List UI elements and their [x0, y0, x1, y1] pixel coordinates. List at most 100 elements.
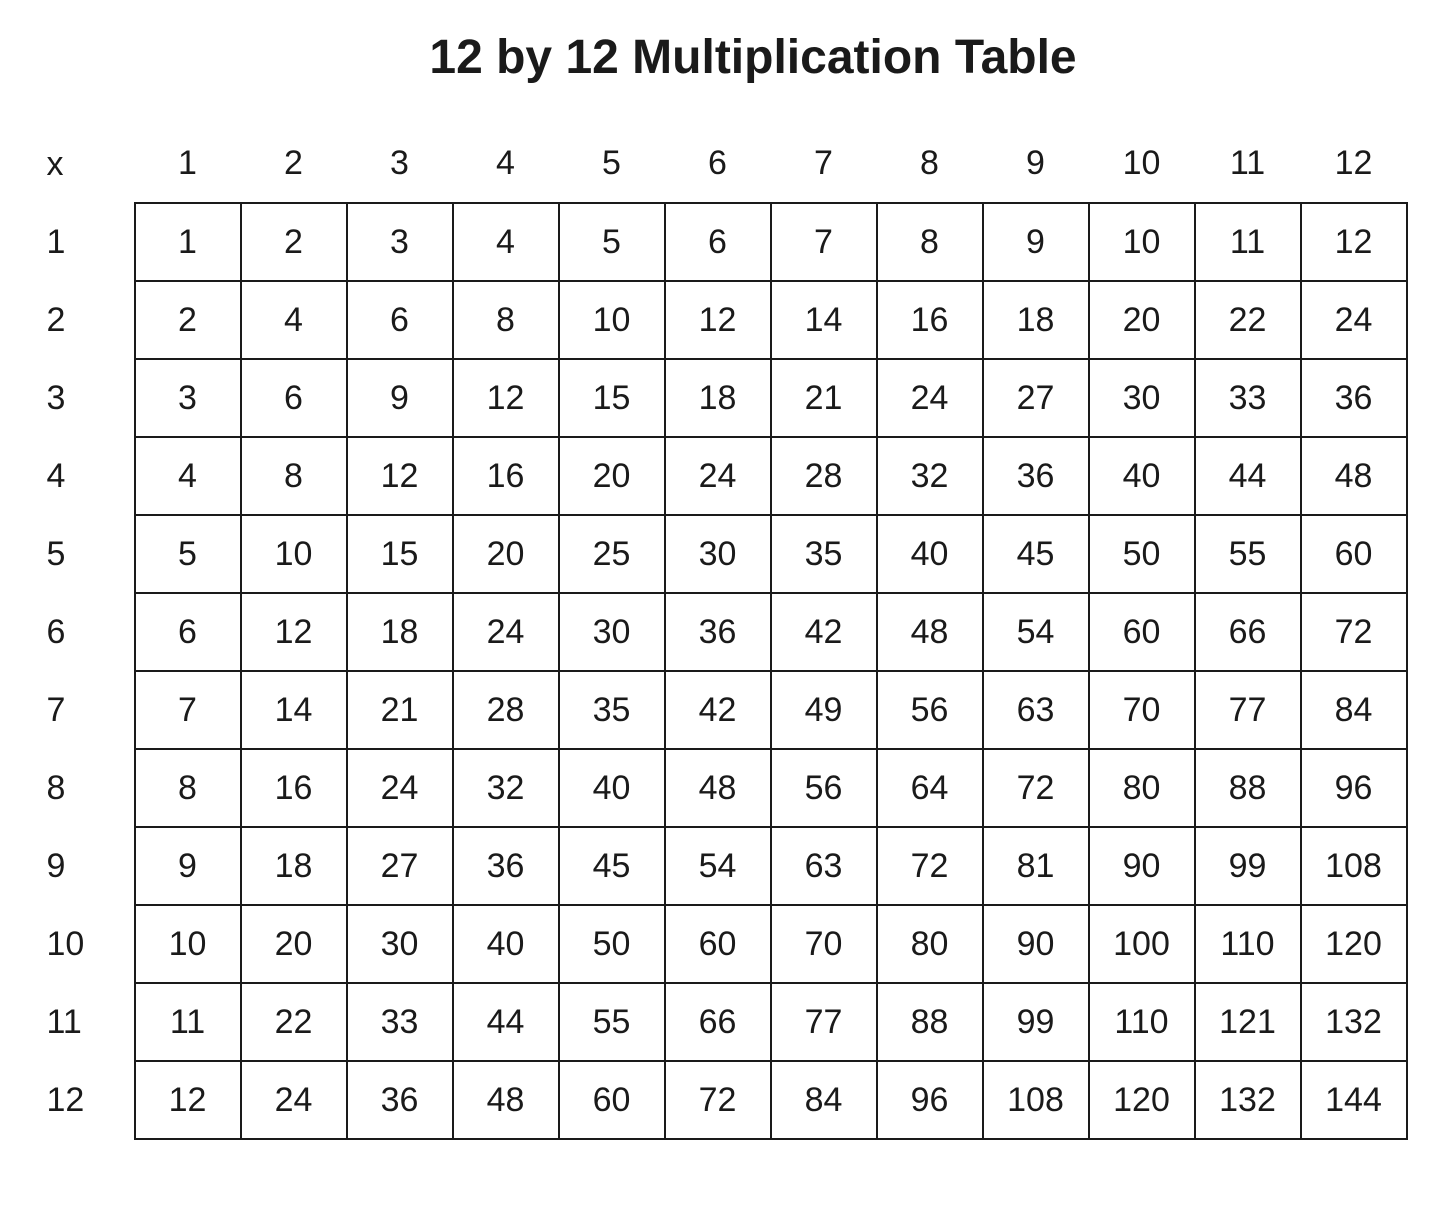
data-cell: 80 — [1089, 749, 1195, 827]
data-cell: 49 — [771, 671, 877, 749]
data-cell: 12 — [665, 281, 771, 359]
data-cell: 40 — [453, 905, 559, 983]
table-row: 1 1 2 3 4 5 6 7 8 9 10 11 12 — [29, 203, 1407, 281]
data-cell: 80 — [877, 905, 983, 983]
data-cell: 36 — [983, 437, 1089, 515]
data-cell: 14 — [771, 281, 877, 359]
table-row: 7 7 14 21 28 35 42 49 56 63 70 77 84 — [29, 671, 1407, 749]
data-cell: 24 — [1301, 281, 1407, 359]
data-cell: 10 — [135, 905, 241, 983]
data-cell: 54 — [665, 827, 771, 905]
data-cell: 36 — [347, 1061, 453, 1139]
data-cell: 36 — [665, 593, 771, 671]
data-cell: 70 — [1089, 671, 1195, 749]
col-header: 9 — [983, 125, 1089, 203]
data-cell: 27 — [347, 827, 453, 905]
data-cell: 28 — [771, 437, 877, 515]
row-header: 4 — [29, 437, 135, 515]
data-cell: 24 — [453, 593, 559, 671]
data-cell: 96 — [1301, 749, 1407, 827]
data-cell: 72 — [1301, 593, 1407, 671]
data-cell: 15 — [347, 515, 453, 593]
data-cell: 3 — [135, 359, 241, 437]
data-cell: 81 — [983, 827, 1089, 905]
table-row: 8 8 16 24 32 40 48 56 64 72 80 88 96 — [29, 749, 1407, 827]
corner-label: x — [29, 125, 135, 203]
data-cell: 44 — [453, 983, 559, 1061]
data-cell: 44 — [1195, 437, 1301, 515]
data-cell: 30 — [559, 593, 665, 671]
data-cell: 7 — [771, 203, 877, 281]
data-cell: 63 — [771, 827, 877, 905]
col-header: 8 — [877, 125, 983, 203]
data-cell: 108 — [983, 1061, 1089, 1139]
row-header: 2 — [29, 281, 135, 359]
data-cell: 6 — [135, 593, 241, 671]
data-cell: 8 — [877, 203, 983, 281]
data-cell: 63 — [983, 671, 1089, 749]
data-cell: 24 — [665, 437, 771, 515]
data-cell: 6 — [241, 359, 347, 437]
data-cell: 12 — [1301, 203, 1407, 281]
data-cell: 40 — [1089, 437, 1195, 515]
data-cell: 8 — [453, 281, 559, 359]
row-header: 5 — [29, 515, 135, 593]
data-cell: 66 — [665, 983, 771, 1061]
multiplication-table: x 1 2 3 4 5 6 7 8 9 10 11 12 1 1 2 3 — [29, 125, 1408, 1140]
data-cell: 20 — [1089, 281, 1195, 359]
data-cell: 60 — [559, 1061, 665, 1139]
data-cell: 18 — [347, 593, 453, 671]
data-cell: 60 — [1301, 515, 1407, 593]
data-cell: 60 — [1089, 593, 1195, 671]
data-cell: 20 — [453, 515, 559, 593]
col-header: 7 — [771, 125, 877, 203]
data-cell: 20 — [241, 905, 347, 983]
data-cell: 99 — [983, 983, 1089, 1061]
data-cell: 3 — [347, 203, 453, 281]
row-header: 6 — [29, 593, 135, 671]
data-cell: 88 — [877, 983, 983, 1061]
data-cell: 25 — [559, 515, 665, 593]
data-cell: 35 — [559, 671, 665, 749]
data-cell: 20 — [559, 437, 665, 515]
data-cell: 48 — [1301, 437, 1407, 515]
data-cell: 110 — [1089, 983, 1195, 1061]
data-cell: 42 — [771, 593, 877, 671]
data-cell: 10 — [559, 281, 665, 359]
data-cell: 33 — [1195, 359, 1301, 437]
data-cell: 12 — [135, 1061, 241, 1139]
data-cell: 15 — [559, 359, 665, 437]
data-cell: 40 — [877, 515, 983, 593]
table-row: 4 4 8 12 16 20 24 28 32 36 40 44 48 — [29, 437, 1407, 515]
data-cell: 55 — [559, 983, 665, 1061]
row-header: 10 — [29, 905, 135, 983]
data-cell: 121 — [1195, 983, 1301, 1061]
col-header: 10 — [1089, 125, 1195, 203]
data-cell: 21 — [771, 359, 877, 437]
col-header: 5 — [559, 125, 665, 203]
data-cell: 110 — [1195, 905, 1301, 983]
data-cell: 11 — [1195, 203, 1301, 281]
multiplication-table-container: 12 by 12 Multiplication Table x 1 2 3 4 … — [20, 30, 1416, 1140]
data-cell: 4 — [135, 437, 241, 515]
col-header: 6 — [665, 125, 771, 203]
data-cell: 35 — [771, 515, 877, 593]
data-cell: 1 — [135, 203, 241, 281]
col-header: 11 — [1195, 125, 1301, 203]
data-cell: 30 — [347, 905, 453, 983]
data-cell: 18 — [983, 281, 1089, 359]
data-cell: 4 — [241, 281, 347, 359]
table-row: 3 3 6 9 12 15 18 21 24 27 30 33 36 — [29, 359, 1407, 437]
data-cell: 24 — [241, 1061, 347, 1139]
data-cell: 18 — [241, 827, 347, 905]
page-title: 12 by 12 Multiplication Table — [20, 30, 1416, 85]
data-cell: 14 — [241, 671, 347, 749]
data-cell: 33 — [347, 983, 453, 1061]
data-cell: 24 — [877, 359, 983, 437]
data-cell: 24 — [347, 749, 453, 827]
data-cell: 18 — [665, 359, 771, 437]
data-cell: 88 — [1195, 749, 1301, 827]
data-cell: 56 — [877, 671, 983, 749]
data-cell: 30 — [1089, 359, 1195, 437]
data-cell: 72 — [983, 749, 1089, 827]
